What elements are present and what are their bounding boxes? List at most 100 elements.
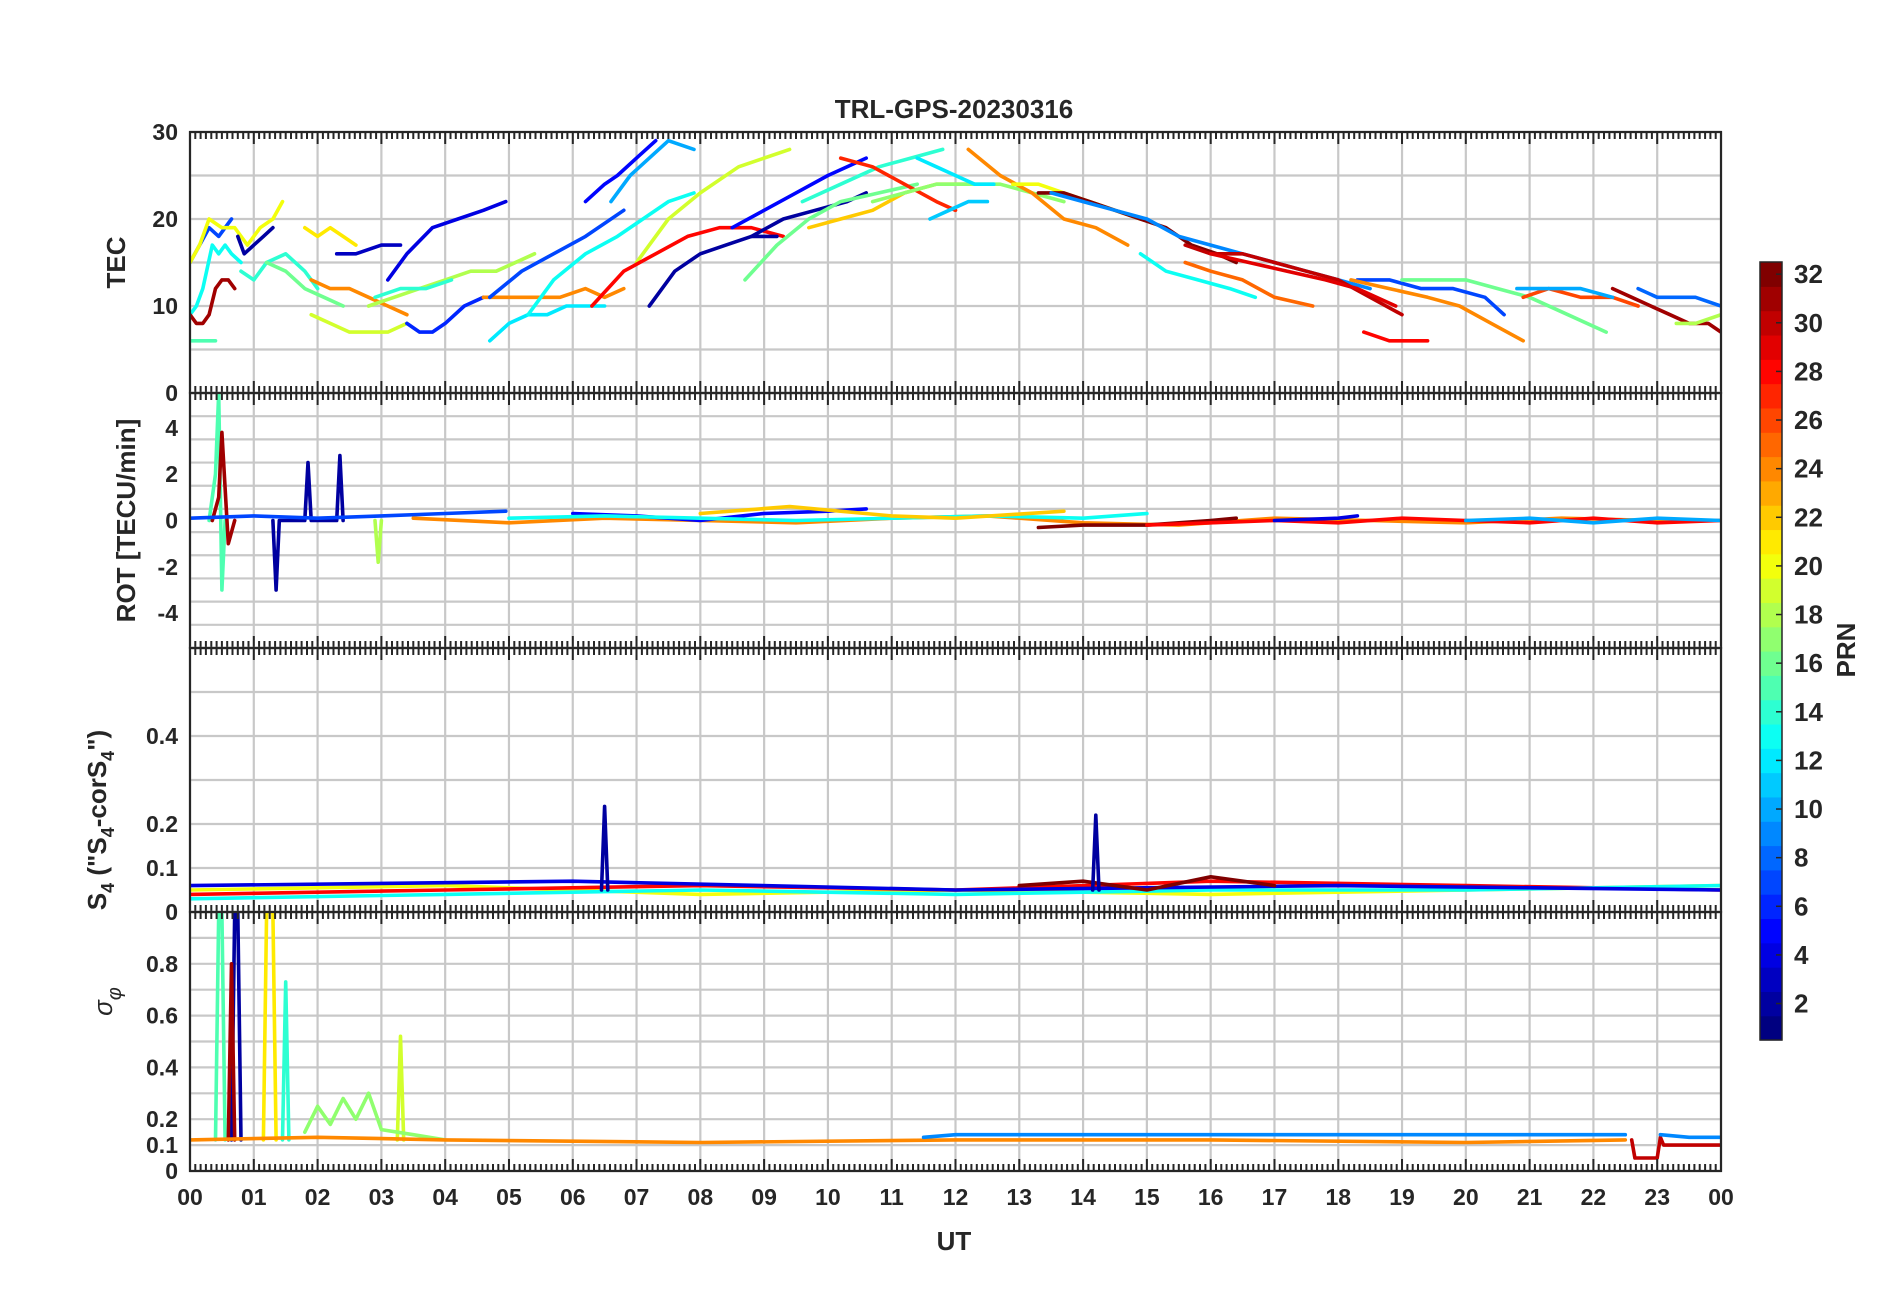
y-tick-labels: 0 0.1 0.2 0.4 [146, 723, 178, 925]
colorbar-bin [1760, 334, 1782, 360]
series-prn-14 [800, 147, 945, 204]
x-tick-labels: 00 01 02 03 04 05 06 07 08 09 10 11 12 13 14 15 16 17 18 19… [177, 1184, 1734, 1210]
series-prn-12 [487, 304, 607, 343]
series-prn-18 [1674, 312, 1721, 326]
y-tick-label: 2 [165, 461, 178, 487]
colorbar-bin [1760, 821, 1782, 847]
series-prn-13 [526, 191, 696, 317]
colorbar-tick-label: 24 [1794, 454, 1823, 484]
series-prn-24 [966, 147, 1130, 247]
series-prn-21 [261, 912, 278, 1142]
x-tick-label: 17 [1262, 1184, 1288, 1210]
x-tick-label: 00 [1708, 1184, 1734, 1210]
series-prn-15 [207, 393, 227, 592]
series-prn-28 [590, 225, 786, 308]
y-axis-label-s4: S4 ("S4-corS4") [82, 730, 118, 910]
tick-marks [189, 912, 1722, 1171]
y-tick-label: 0.6 [146, 1003, 178, 1029]
series-prn-10 [1515, 286, 1615, 300]
series-prn-24 [190, 1135, 1628, 1145]
series-prn-7 [1355, 278, 1506, 317]
chart-title: TRL-GPS-20230316 [835, 94, 1073, 124]
series-prn-31 [1610, 286, 1721, 334]
colorbar-tick-label: 2 [1794, 989, 1808, 1019]
x-tick-label: 04 [432, 1184, 458, 1210]
x-minor-ticks [189, 912, 1722, 1171]
y-tick-label: 0.1 [146, 1132, 178, 1158]
x-tick-label: 07 [624, 1184, 650, 1210]
colorbar-bin [1760, 651, 1782, 676]
series-prn-19 [634, 147, 792, 265]
series-prn-24 [481, 286, 626, 300]
series-prn-9 [921, 1132, 1628, 1140]
x-tick-label: 10 [815, 1184, 841, 1210]
y-tick-label: 0.8 [146, 951, 178, 977]
colorbar-tick-label: 10 [1794, 794, 1823, 824]
y-tick-label: 30 [152, 119, 178, 145]
y-axis-label-tec: TEC [101, 236, 131, 288]
colorbar-tick-label: 16 [1794, 648, 1823, 678]
colorbar-frame [1759, 261, 1783, 1041]
series-prn-21 [302, 225, 358, 247]
colorbar-tick-label: 12 [1794, 745, 1823, 775]
colorbar-bin [1760, 626, 1782, 652]
colorbar-tick-label: 6 [1794, 891, 1808, 921]
y-tick-label: 20 [152, 206, 178, 232]
tick-marks [189, 648, 1722, 912]
y-tick-label: 0.4 [146, 723, 178, 749]
colorbar-bin [1760, 675, 1782, 701]
series-prn-28 [1362, 330, 1430, 343]
x-minor-ticks [189, 393, 1722, 648]
x-tick-label: 12 [943, 1184, 969, 1210]
y-tick-label: 4 [165, 415, 178, 441]
panel-s4: 0 0.1 0.2 0.4 S4 ("S4-corS4") [82, 646, 1723, 925]
colorbar-bin [1760, 505, 1782, 531]
series-prn-14 [280, 980, 291, 1142]
series-prn-17 [302, 1091, 448, 1142]
series-prn-31 [210, 430, 237, 546]
colorbar-bin [1760, 991, 1782, 1017]
gridlines [188, 646, 1723, 914]
series-prn-9 [1658, 1132, 1721, 1140]
x-tick-label: 03 [369, 1184, 395, 1210]
colorbar-tick-label: 28 [1794, 356, 1823, 386]
y-tick-label: 0 [165, 380, 178, 406]
colorbar-bin [1760, 796, 1782, 822]
colorbar-tick-label: 4 [1794, 940, 1809, 970]
series-prn-31 [226, 961, 237, 1142]
series-prn-14 [239, 252, 320, 291]
gridlines [188, 130, 1723, 395]
series-prn-3 [334, 243, 403, 256]
colorbar-bin [1760, 553, 1782, 579]
series-prn-7 [190, 509, 508, 521]
series-prn-2 [599, 804, 610, 892]
colorbar-bin [1760, 480, 1782, 506]
series-prn-4 [385, 199, 508, 282]
series-prn-14 [373, 278, 454, 300]
series-prn-27 [838, 156, 958, 213]
colorbar-tick-label: 26 [1794, 405, 1823, 435]
series-prn-13 [507, 511, 1149, 523]
y-tick-labels: 00.10.2 0.4 0.6 0.8 [146, 951, 178, 1184]
y-tick-label: 10 [152, 293, 178, 319]
series-prn-5 [730, 156, 869, 230]
series-prn-2 [271, 453, 345, 592]
colorbar-bin [1760, 942, 1782, 968]
panel-rot: -4 -2 0 2 4 ROT [TECU/min] [111, 391, 1723, 650]
gridlines [188, 910, 1723, 1173]
series-prn-11 [928, 199, 990, 221]
y-tick-label: 0.4 [146, 1054, 178, 1080]
colorbar-bin [1760, 1015, 1782, 1041]
series-prn-26 [1521, 286, 1640, 308]
x-tick-label: 19 [1389, 1184, 1415, 1210]
series-prn-12 [915, 156, 996, 186]
colorbar-tick-label: 8 [1794, 843, 1808, 873]
x-minor-ticks [189, 132, 1722, 393]
x-tick-label: 06 [560, 1184, 586, 1210]
colorbar-bin [1760, 432, 1782, 458]
series-prn-10 [609, 138, 696, 204]
x-tick-label: 22 [1581, 1184, 1607, 1210]
series-prn-13 [1138, 252, 1258, 300]
series-prn-25 [1183, 260, 1315, 308]
series-prn-19 [395, 1034, 406, 1142]
